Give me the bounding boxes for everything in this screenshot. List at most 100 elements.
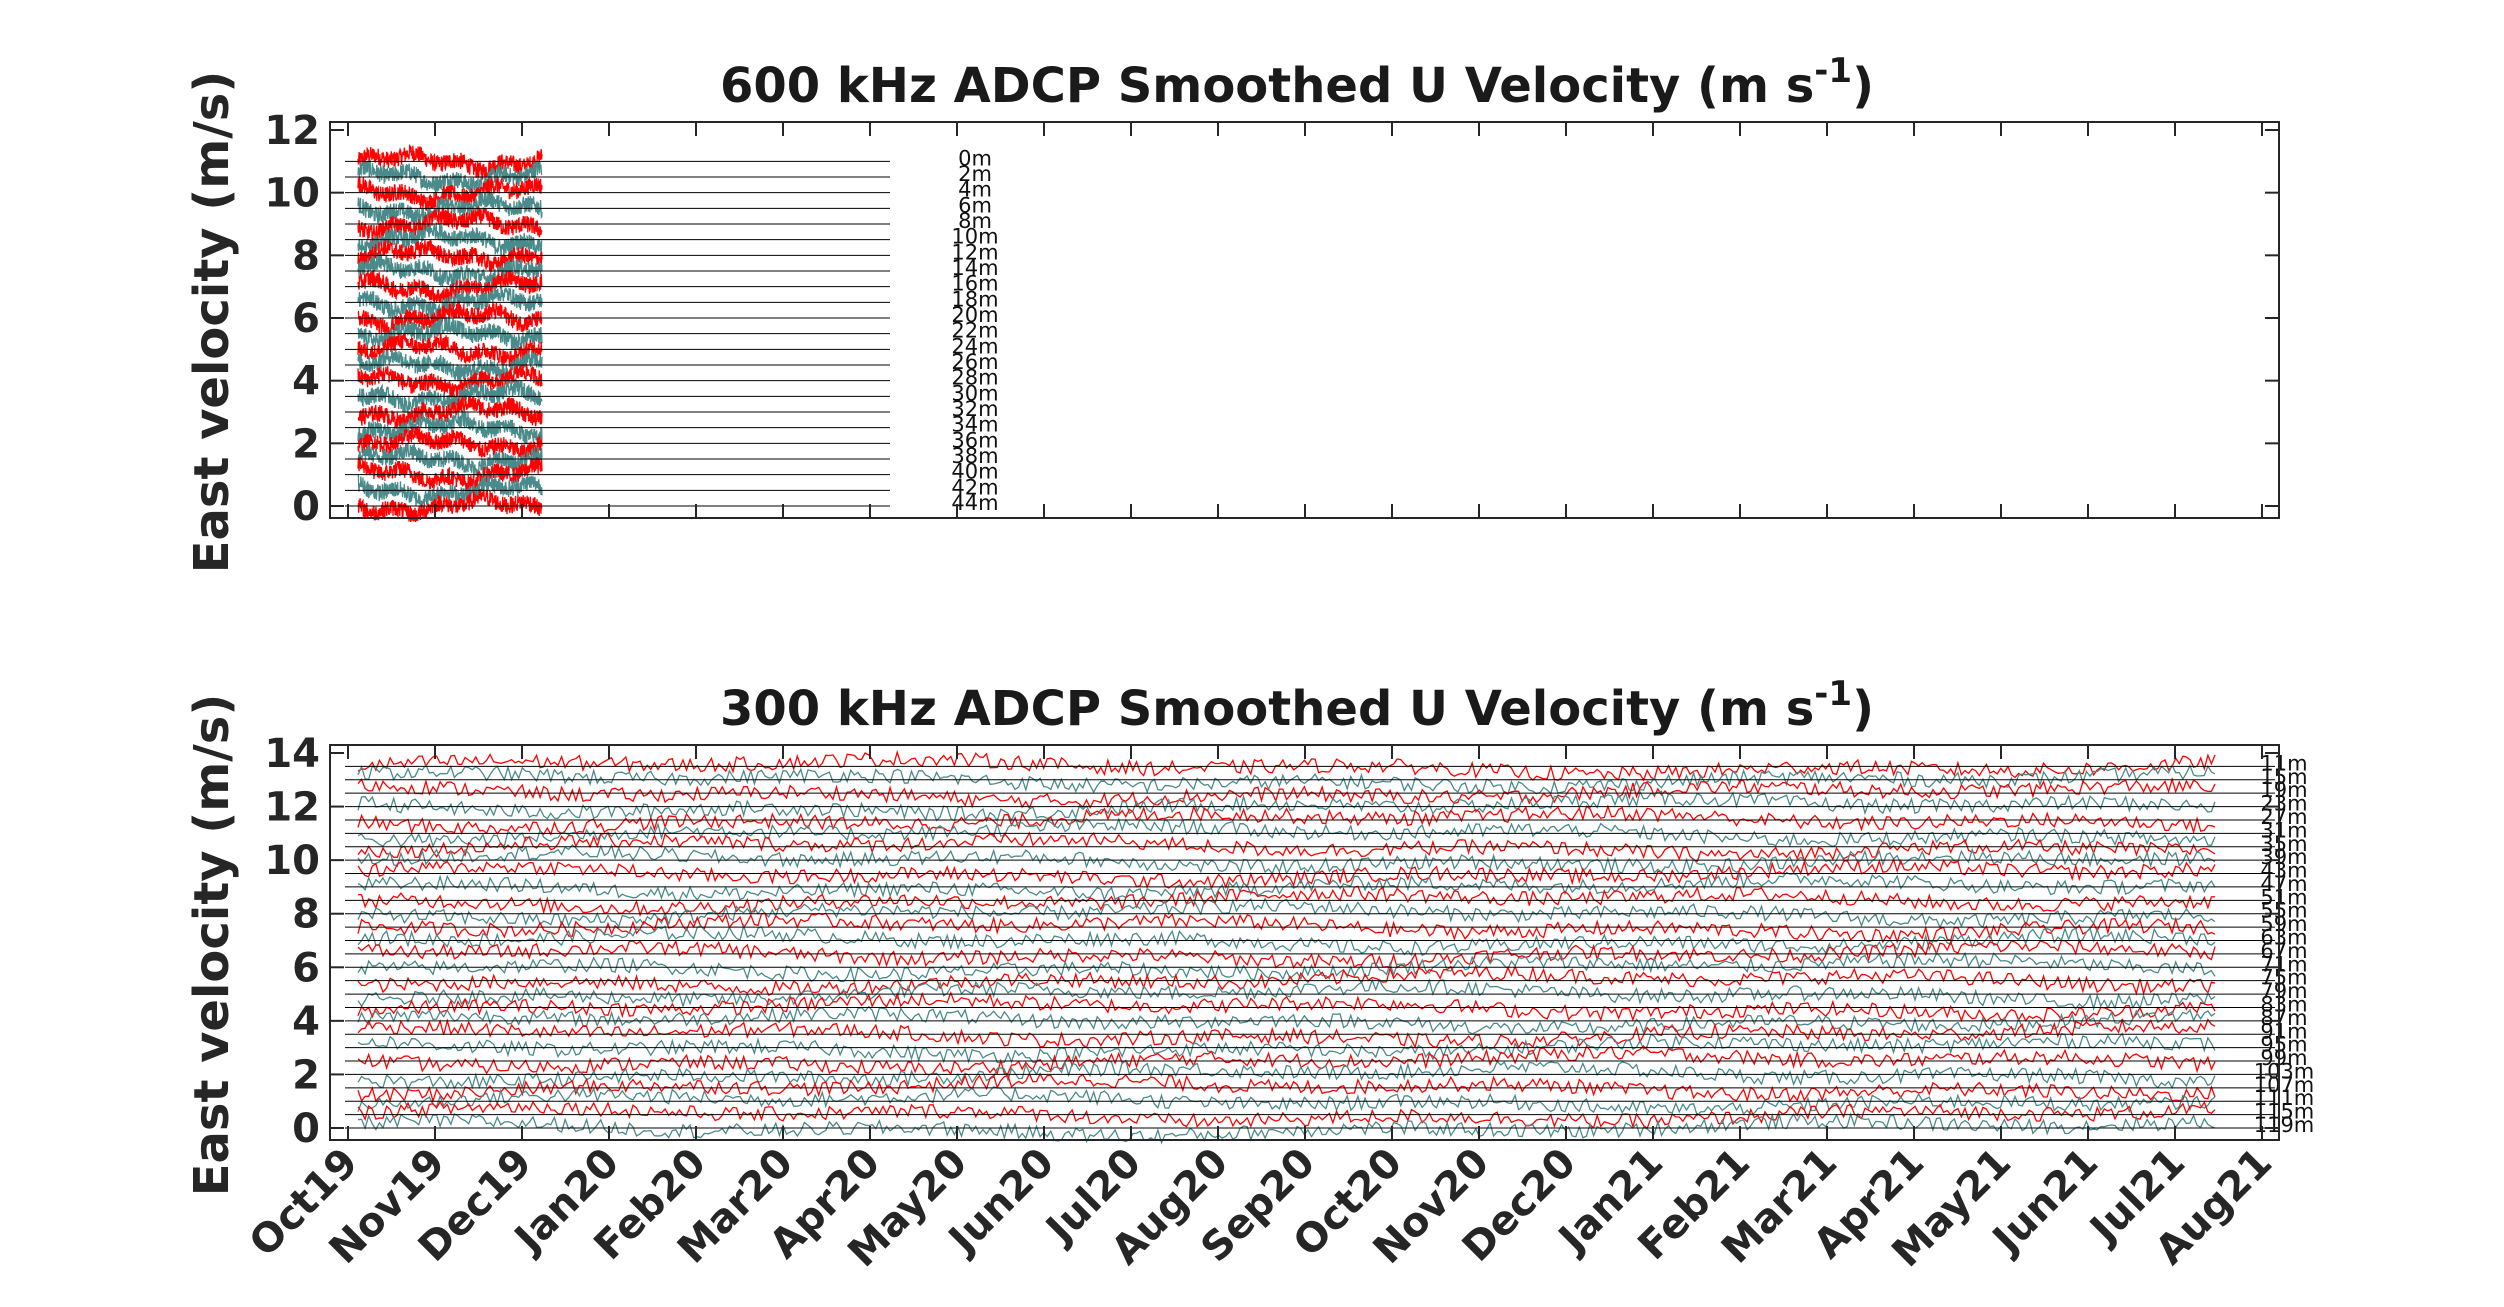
depth-label: 42m — [951, 475, 998, 499]
velocity-trace — [357, 176, 543, 212]
depth-label: 2m — [958, 162, 992, 186]
velocity-trace — [357, 951, 2216, 983]
velocity-trace — [357, 410, 543, 445]
x-tick-labels: Oct19Nov19Dec19Jan20Feb20Mar20Apr20May20… — [241, 1140, 2281, 1277]
velocity-trace — [357, 1072, 2216, 1104]
depth-label: 115m — [2254, 1100, 2315, 1124]
velocity-trace — [357, 488, 543, 523]
velocity-trace — [357, 870, 2216, 902]
depth-label: 107m — [2254, 1073, 2315, 1097]
depth-label: 44m — [951, 491, 998, 515]
depth-label: 40m — [951, 460, 998, 484]
depth-label: 31m — [2260, 818, 2307, 842]
velocity-trace — [357, 348, 543, 382]
y-ticks-600khz: 0 2 4 6 8 10 12 — [264, 108, 2279, 530]
plot-area-600khz — [330, 122, 2279, 518]
velocity-trace — [357, 776, 2216, 810]
depth-label: 8m — [958, 209, 992, 233]
y-tick-label: 4 — [292, 999, 320, 1045]
depth-label: 87m — [2260, 1006, 2307, 1030]
velocity-trace — [357, 376, 543, 414]
depth-label: 15m — [2260, 765, 2307, 789]
y-tick-label: 2 — [292, 1052, 320, 1098]
y-tick-label: 6 — [292, 945, 320, 991]
depth-label: 75m — [2260, 966, 2307, 990]
velocity-trace — [357, 333, 543, 367]
velocity-trace — [357, 857, 2216, 891]
axes-box-600khz — [329, 121, 2280, 519]
panel-600khz: 600 kHz ADCP Smoothed U Velocity (m s-1)… — [184, 51, 2280, 573]
depth-label: 43m — [2260, 859, 2307, 883]
y-tick-label: 0 — [292, 484, 320, 530]
x-ticks-600khz — [347, 122, 2263, 518]
chart-title-600khz: 600 kHz ADCP Smoothed U Velocity (m s-1) — [720, 51, 1874, 114]
velocity-trace — [357, 749, 2216, 782]
velocity-trace — [357, 790, 2216, 823]
y-tick-label: 14 — [264, 731, 320, 777]
y-tick-label: 8 — [292, 233, 320, 279]
reference-lines-300khz — [345, 765, 2275, 1129]
axes-box-300khz — [329, 744, 2280, 1141]
velocity-trace — [357, 1060, 2216, 1091]
velocity-trace — [357, 426, 543, 461]
depth-label: 24m — [951, 334, 998, 358]
depth-label: 6m — [958, 193, 992, 217]
velocity-trace — [357, 763, 2216, 796]
velocity-trace — [357, 239, 543, 274]
depth-label: 99m — [2260, 1046, 2307, 1070]
y-tick-label: 6 — [292, 296, 320, 342]
velocity-trace — [357, 222, 543, 257]
depth-label: 0m — [958, 146, 992, 170]
depth-label: 51m — [2260, 885, 2307, 909]
depth-label: 35m — [2260, 832, 2307, 856]
velocity-trace — [357, 923, 2216, 957]
chart-title-300khz: 300 kHz ADCP Smoothed U Velocity (m s-1) — [720, 674, 1874, 737]
depth-label: 28m — [951, 366, 998, 390]
depth-label: 103m — [2254, 1059, 2315, 1083]
depth-label: 36m — [951, 428, 998, 452]
depth-label: 27m — [2260, 805, 2307, 829]
x-ticks-300khz — [347, 745, 2263, 1140]
depth-label: 26m — [951, 350, 998, 374]
depth-label: 67m — [2260, 939, 2307, 963]
data-layer-600khz — [357, 144, 543, 523]
depth-label: 79m — [2260, 979, 2307, 1003]
depth-label: 20m — [951, 303, 998, 327]
velocity-trace — [357, 443, 543, 478]
depth-label: 10m — [951, 225, 998, 249]
depth-label: 19m — [2260, 778, 2307, 802]
depth-label: 11m — [2260, 751, 2307, 775]
depth-label: 83m — [2260, 992, 2307, 1016]
depth-label: 119m — [2254, 1113, 2315, 1137]
depth-label: 23m — [2260, 792, 2307, 816]
depth-label: 12m — [951, 240, 998, 264]
y-tick-label: 12 — [264, 785, 320, 831]
y-tick-label: 8 — [292, 892, 320, 938]
y-tick-label: 10 — [264, 171, 320, 217]
velocity-trace — [357, 937, 2216, 970]
velocity-trace — [357, 964, 2216, 997]
depth-label: 39m — [2260, 845, 2307, 869]
reference-lines-600khz — [345, 160, 890, 507]
velocity-trace — [357, 190, 543, 225]
panel-300khz: 300 kHz ADCP Smoothed U Velocity (m s-1)… — [184, 674, 2314, 1276]
depth-label: 71m — [2260, 952, 2307, 976]
velocity-trace — [357, 300, 543, 337]
velocity-trace — [357, 253, 543, 288]
depth-label: 22m — [951, 319, 998, 343]
depth-label: 38m — [951, 444, 998, 468]
depth-labels-300khz: 11m15m19m23m27m31m35m39m43m47m51m55m59m6… — [2254, 751, 2315, 1137]
velocity-trace — [357, 885, 2216, 918]
y-axis-label-300khz: East velocity (m/s) — [184, 694, 240, 1197]
y-tick-label: 4 — [292, 359, 320, 405]
depth-label: 91m — [2260, 1019, 2307, 1043]
velocity-trace — [357, 395, 543, 430]
depth-label: 34m — [951, 413, 998, 437]
velocity-trace — [357, 1086, 2216, 1117]
y-ticks-300khz: 0 2 4 6 8 10 12 14 — [264, 731, 2279, 1152]
depth-label: 14m — [951, 256, 998, 280]
depth-labels-600khz: 0m2m4m6m8m10m12m14m16m18m20m22m24m26m28m… — [951, 146, 998, 515]
velocity-trace — [357, 457, 543, 492]
depth-label: 4m — [958, 178, 992, 202]
depth-label: 95m — [2260, 1033, 2307, 1057]
